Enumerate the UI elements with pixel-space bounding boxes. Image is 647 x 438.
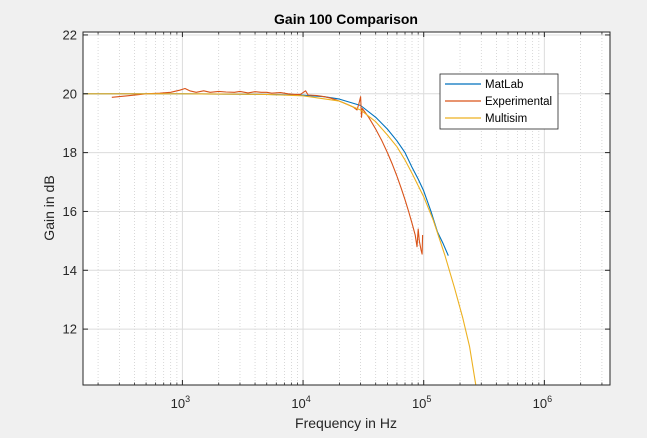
series-layer — [83, 87, 477, 385]
chart-title: Gain 100 Comparison — [274, 11, 418, 27]
series-line-experimental — [111, 87, 424, 255]
legend: MatLab Experimental Multisim — [439, 73, 559, 130]
x-tick-label: 106 — [533, 394, 552, 411]
y-tick-labels: 12 14 16 18 20 22 — [63, 27, 77, 336]
x-tick-label: 105 — [412, 394, 431, 411]
x-tick-labels: 103 104 105 106 — [171, 394, 552, 411]
x-tick-label: 104 — [291, 394, 310, 411]
y-tick-label: 22 — [63, 27, 77, 42]
minor-grid — [97, 32, 603, 385]
y-axis-label: Gain in dB — [41, 175, 57, 240]
y-tick-label: 12 — [63, 322, 77, 337]
x-axis-label: Frequency in Hz — [295, 415, 397, 431]
legend-label: Experimental — [485, 96, 552, 108]
legend-label: MatLab — [485, 79, 523, 91]
y-tick-label: 18 — [63, 145, 77, 160]
y-tick-label: 20 — [63, 86, 77, 101]
x-tick-label: 103 — [171, 394, 190, 411]
plot-frame — [82, 31, 611, 386]
y-tick-label: 16 — [63, 204, 77, 219]
series-line-multisim — [83, 93, 477, 385]
y-tick-label: 14 — [63, 263, 77, 278]
legend-label: Multisim — [485, 113, 527, 125]
tick-marks — [83, 32, 610, 385]
